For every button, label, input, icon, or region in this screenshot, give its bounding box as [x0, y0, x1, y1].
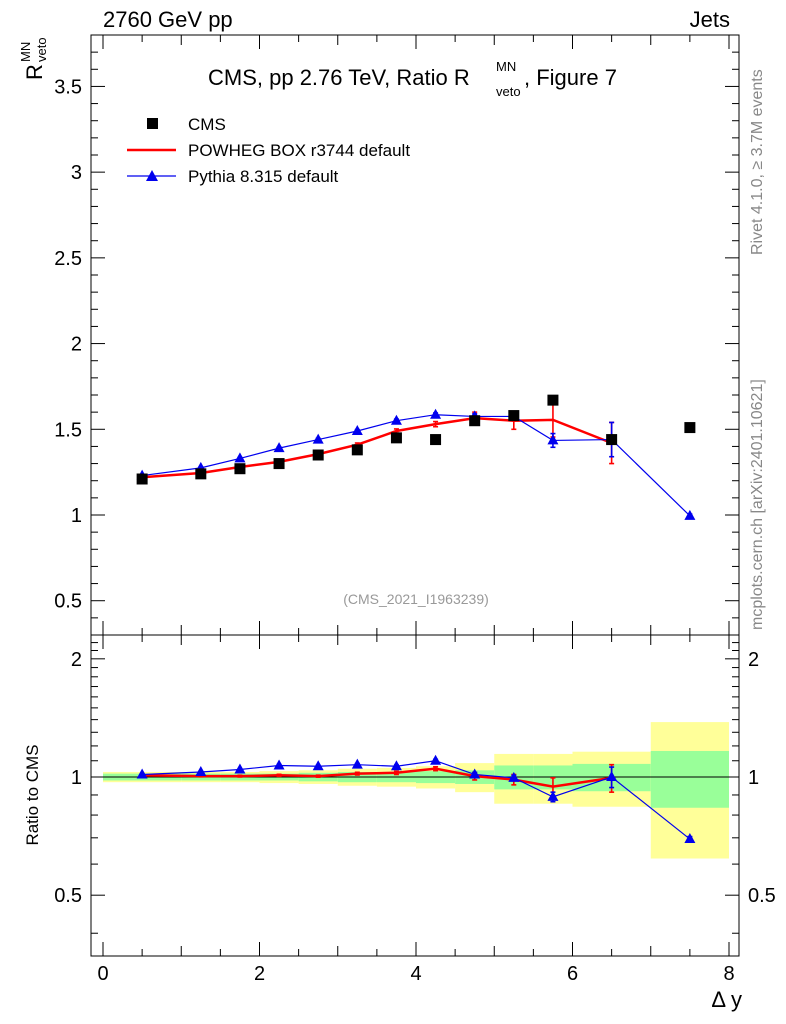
x-tick-label: 6 — [567, 963, 578, 985]
y-axis-label: R MN veto — [18, 37, 49, 80]
cms-data-point — [684, 422, 696, 434]
pythia-ratio-point — [684, 833, 696, 844]
plot-title-sub: veto — [496, 84, 521, 99]
ratio-y-label: Ratio to CMS — [23, 744, 42, 845]
pythia-point — [684, 509, 696, 520]
y-tick-label: 2 — [71, 334, 82, 356]
pythia-ratio-point — [351, 758, 363, 769]
main-plot-area — [136, 394, 696, 520]
mcplots-text: mcplots.cern.ch [arXiv:2401.10621] — [749, 379, 766, 630]
main-axis-ticks: 0.5 1 1.5 2 2.5 3 3.5 — [54, 34, 739, 636]
pythia-point — [547, 434, 559, 445]
ratio-plot-area — [91, 722, 739, 859]
cms-data-point — [195, 468, 207, 480]
pythia-ratio-point — [273, 759, 285, 770]
cms-data-point — [606, 434, 618, 446]
ratio-y-tick-label-right: 1 — [748, 767, 759, 789]
x-tick-label: 0 — [97, 963, 108, 985]
rivet-version-text: Rivet 4.1.0, ≥ 3.7M events — [749, 69, 766, 255]
ratio-y-tick-label-right: 0.5 — [748, 885, 776, 907]
plot-title-sup: MN — [496, 59, 516, 74]
pythia-point — [430, 408, 442, 419]
pythia-point — [312, 433, 324, 444]
ratio-y-tick-label: 0.5 — [54, 885, 82, 907]
legend-marker-pythia — [146, 170, 158, 181]
ratio-panel: 0 2 4 6 8 0.5 0.5 1 1 2 2 — [54, 634, 776, 985]
pythia-ratio-point — [606, 771, 618, 782]
cms-data-point — [508, 410, 520, 422]
cms-data-point — [430, 434, 442, 446]
pythia-ratio-point — [390, 760, 402, 771]
cms-data-point — [273, 458, 285, 470]
legend-label-cms: CMS — [188, 115, 226, 134]
pythia-ratio-point — [195, 765, 207, 776]
cms-data-point — [547, 394, 559, 406]
pythia-ratio-point — [136, 768, 148, 779]
powheg-line — [142, 416, 613, 479]
y-tick-label: 0.5 — [54, 591, 82, 613]
plot-title: CMS, pp 2.76 TeV, Ratio R — [208, 65, 470, 90]
header-right: Jets — [690, 7, 730, 32]
y-tick-label: 3.5 — [54, 76, 82, 98]
cms-data-point — [234, 463, 246, 475]
y-tick-label: 3 — [71, 162, 82, 184]
pythia-point — [390, 414, 402, 425]
main-panel: 0.5 1 1.5 2 2.5 3 3.5 CMS, pp 2.76 TeV, Ratio … — [54, 34, 740, 636]
cms-data-point — [351, 444, 363, 456]
y-tick-label: 2.5 — [54, 248, 82, 270]
cms-data-point — [312, 449, 324, 461]
ratio-band-inner — [650, 750, 729, 808]
svg-text:veto: veto — [34, 37, 49, 62]
pythia-ratio-point — [469, 768, 481, 779]
x-tick-label: 4 — [410, 963, 421, 985]
cms-data-point — [136, 473, 148, 485]
pythia-ratio-point — [430, 754, 442, 765]
ratio-y-tick-label: 2 — [71, 649, 82, 671]
legend: CMS POWHEG BOX r3744 default Pythia 8.31… — [127, 115, 410, 186]
ratio-y-tick-label: 1 — [71, 767, 82, 789]
ratio-axis-ticks: 0 2 4 6 8 0.5 0.5 1 1 2 2 — [54, 634, 776, 985]
cms-data-point — [390, 432, 402, 444]
ratio-y-tick-label-right: 2 — [748, 649, 759, 671]
pythia-point — [273, 442, 285, 453]
pythia-ratio-point — [547, 790, 559, 801]
header-left: 2760 GeV pp — [103, 7, 233, 32]
x-tick-label: 8 — [723, 963, 734, 985]
ratio-panel-frame — [90, 634, 740, 957]
pythia-ratio-point — [508, 771, 520, 782]
x-tick-label: 2 — [254, 963, 265, 985]
y-axis-label-sup: MN — [18, 42, 33, 62]
y-axis-label-sub: veto — [34, 37, 49, 62]
x-axis-label: Δ y — [711, 987, 742, 1012]
pythia-point — [351, 425, 363, 435]
svg-text:R: R — [22, 64, 47, 80]
svg-text:MN: MN — [18, 42, 33, 62]
plot-title-post: , Figure 7 — [524, 65, 617, 90]
legend-label-pythia: Pythia 8.315 default — [188, 167, 339, 186]
cms-data-point — [469, 415, 481, 427]
y-axis-label-main: R — [22, 64, 47, 80]
analysis-watermark: (CMS_2021_I1963239) — [343, 591, 489, 607]
plot-title-pre: CMS, pp 2.76 TeV, Ratio R — [208, 65, 470, 90]
y-tick-label: 1 — [71, 505, 82, 527]
legend-label-powheg: POWHEG BOX r3744 default — [188, 141, 410, 160]
y-tick-label: 1.5 — [54, 419, 82, 441]
pythia-ratio-point — [312, 760, 324, 771]
legend-marker-cms — [147, 118, 158, 129]
pythia-point — [234, 452, 246, 463]
pythia-line — [142, 414, 691, 517]
pythia-ratio-point — [234, 763, 246, 774]
